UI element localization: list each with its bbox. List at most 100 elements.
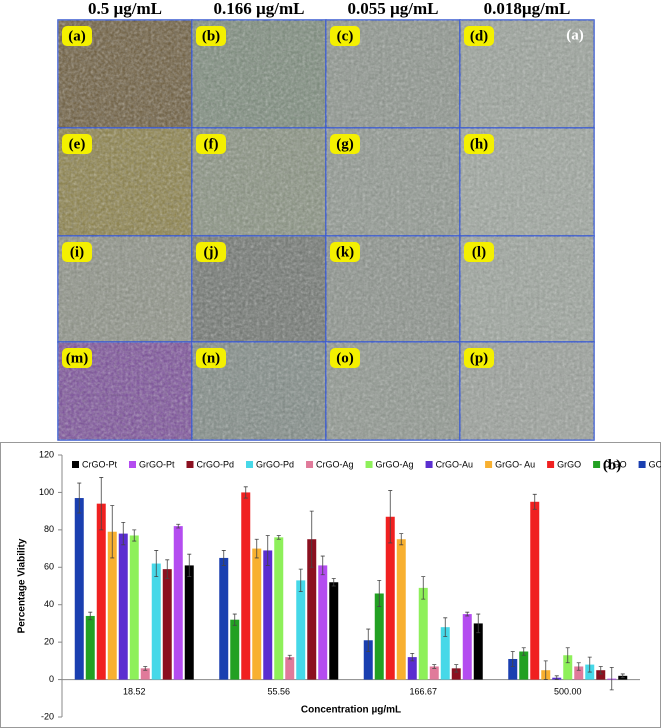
bar (96, 503, 106, 680)
error-bar (309, 510, 314, 568)
panel-label: (d) (470, 28, 488, 44)
error-bar (221, 550, 226, 566)
x-tick-label: 55.56 (267, 686, 290, 696)
legend-swatch (593, 461, 601, 468)
error-bar (399, 533, 404, 546)
bar (596, 670, 606, 680)
panel-label-box (62, 26, 92, 46)
error-bar (176, 523, 181, 529)
panel-label-box (330, 134, 360, 154)
x-tick-label: 500.00 (554, 686, 582, 696)
x-tick-label: 166.67 (409, 686, 437, 696)
panel-label-box (330, 348, 360, 368)
panel-label: (h) (470, 136, 488, 152)
panel-label: (c) (337, 28, 354, 44)
bar (263, 550, 273, 680)
bar (151, 563, 161, 680)
legend-swatch (129, 461, 136, 468)
bar (129, 535, 139, 680)
error-bar (88, 611, 93, 621)
panel-label: (k) (336, 244, 354, 260)
error-bar (609, 667, 614, 691)
bar (74, 498, 84, 680)
panel-label: (o) (336, 350, 354, 366)
error-bar (287, 654, 292, 660)
bar (363, 640, 373, 680)
bar (574, 666, 584, 680)
bar (307, 539, 317, 680)
bar (118, 533, 128, 680)
legend-label: GrGO-Ag (376, 459, 414, 469)
bar (85, 615, 95, 680)
panel-label-box (464, 134, 494, 154)
bar (462, 614, 472, 680)
error-bar (165, 559, 170, 579)
error-bar (620, 673, 625, 679)
bar (296, 580, 306, 680)
error-bar (276, 535, 281, 540)
column-header: 0.5 µg/mL (88, 0, 162, 18)
bar (451, 668, 461, 680)
error-bar (320, 555, 325, 576)
error-bar (121, 521, 126, 546)
panel-label-box (196, 348, 226, 368)
error-bar (99, 477, 104, 531)
bar (374, 593, 384, 680)
x-tick-label: 18.52 (123, 686, 146, 696)
legend-label: CrGO-Pd (197, 459, 235, 469)
y-tick-label: 40 (44, 599, 54, 609)
legend-label: GO (649, 459, 661, 469)
legend-label: GrGO-Pd (256, 459, 294, 469)
bar (396, 539, 406, 680)
image-grid: 0.5 µg/mL 0.166 µg/mL 0.055 µg/mL 0.018µg/m… (57, 0, 595, 441)
error-bar (265, 535, 270, 566)
error-bar (465, 611, 470, 617)
bar (440, 627, 450, 680)
bar (285, 657, 295, 680)
panel-label-box (330, 242, 360, 262)
error-bar (587, 656, 592, 673)
panel-label-box (62, 348, 92, 368)
legend-label: CrGO (603, 459, 627, 469)
legend-label: GrGO (557, 459, 581, 469)
legend-label: CrGO-Ag (316, 459, 354, 469)
y-tick-label: 60 (44, 562, 54, 572)
error-bar (532, 493, 537, 510)
bar (407, 657, 417, 680)
column-header: 0.055 µg/mL (347, 0, 438, 18)
bar (107, 531, 117, 680)
legend-label: GrGO- Au (495, 459, 535, 469)
column-header: 0.166 µg/mL (213, 0, 304, 18)
chart: -20 0 20 40 60 80 100 120 Percentage Viability Co… (17, 449, 661, 721)
error-bar (110, 505, 115, 559)
bar (184, 565, 194, 680)
y-tick-label: 80 (44, 524, 54, 534)
panel-label: (n) (202, 350, 220, 366)
panel-label: (m) (66, 350, 89, 366)
error-bar (143, 666, 148, 671)
legend-swatch (365, 461, 373, 468)
panel-label: (i) (70, 244, 84, 260)
y-tick-label: -20 (41, 711, 54, 721)
panel-label-box (62, 134, 92, 154)
legend-swatch (246, 461, 254, 468)
bar (508, 658, 518, 680)
legend-label: CrGO-Au (436, 459, 474, 469)
legend-label: GrGO-Pt (139, 459, 175, 469)
error-bar (454, 664, 459, 673)
error-bar (366, 628, 371, 652)
legend-swatch (186, 461, 194, 468)
figure-label: (a) (566, 27, 584, 43)
bar (473, 623, 483, 680)
panel-label: (j) (204, 244, 219, 260)
legend-swatch (72, 461, 79, 468)
legend-swatch (638, 461, 646, 468)
error-bar (521, 647, 526, 656)
y-tick-label: 20 (44, 637, 54, 647)
error-bar (432, 664, 437, 669)
legend-swatch (306, 461, 314, 468)
panel-label: (f) (204, 136, 219, 152)
error-bar (543, 660, 548, 680)
legend-swatch (485, 461, 493, 468)
